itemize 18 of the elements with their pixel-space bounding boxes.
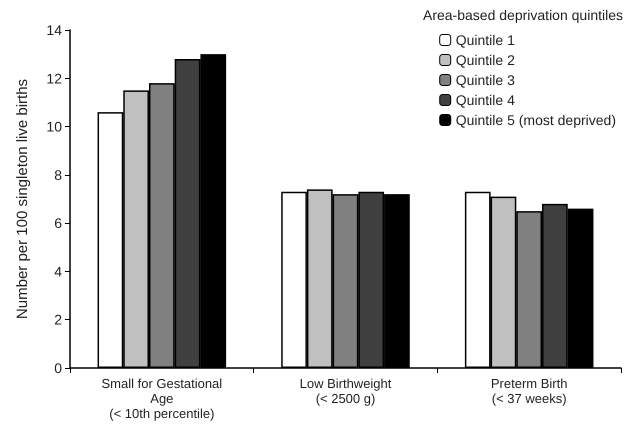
x-tick-label: Low Birthweight (< 2500 g) bbox=[300, 376, 392, 406]
x-tick-label: Small for Gestational Age (< 10th percentile) bbox=[101, 376, 222, 421]
legend-label: Quintile 2 bbox=[456, 52, 516, 68]
legend-label: Quintile 3 bbox=[456, 72, 516, 88]
y-tick-label: 0 bbox=[54, 360, 62, 376]
legend-label: Quintile 1 bbox=[456, 32, 516, 48]
y-tick-label: 14 bbox=[46, 22, 62, 38]
y-tick-label: 2 bbox=[54, 312, 62, 328]
y-tick-label: 8 bbox=[54, 166, 62, 183]
y-tick-label: 12 bbox=[46, 70, 62, 86]
y-tick-label: 6 bbox=[54, 215, 62, 232]
y-axis-title: Number per 100 singleton live births bbox=[14, 78, 31, 320]
legend-label: Quintile 5 (most deprived) bbox=[456, 112, 616, 128]
x-tick-label: Preterm Birth (< 37 weeks) bbox=[490, 376, 568, 406]
y-tick-label: 4 bbox=[54, 263, 62, 280]
y-tick-label: 10 bbox=[46, 118, 62, 135]
legend-label: Quintile 4 bbox=[456, 92, 516, 108]
legend-title: Area-based deprivation quintiles bbox=[422, 7, 624, 23]
